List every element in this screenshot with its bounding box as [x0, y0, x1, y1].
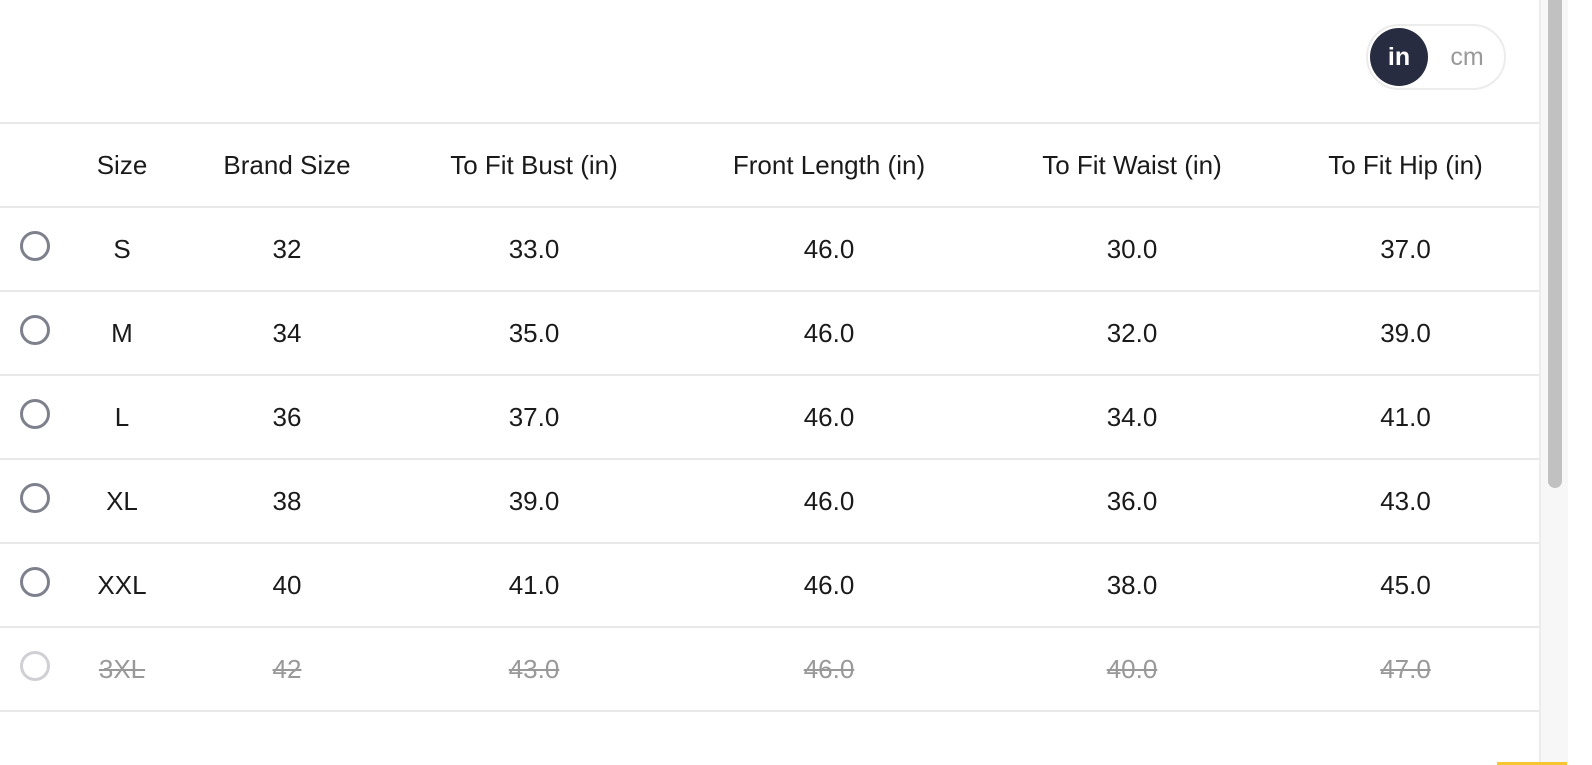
table-cell: M: [72, 290, 172, 375]
table-cell: 46.0: [666, 290, 992, 375]
size-row[interactable]: M 34 35.0 46.0 32.0 39.0: [0, 290, 1539, 375]
table-cell: L: [72, 374, 172, 459]
accent-bar: [1497, 762, 1567, 765]
radio-cell: [0, 626, 72, 712]
column-header: [0, 122, 72, 207]
table-cell: S: [72, 206, 172, 291]
column-header: To Fit Waist (in): [992, 122, 1272, 207]
table-cell: 34: [172, 290, 402, 375]
table-cell: 36: [172, 374, 402, 459]
radio-cell: [0, 542, 72, 627]
size-row[interactable]: L 36 37.0 46.0 34.0 41.0: [0, 374, 1539, 459]
table-cell: XL: [72, 458, 172, 543]
scrollbar-thumb[interactable]: [1548, 0, 1562, 488]
table-cell: 47.0: [1272, 626, 1539, 712]
column-header: Front Length (in): [666, 122, 992, 207]
table-cell: 37.0: [1272, 206, 1539, 291]
table-cell: 46.0: [666, 458, 992, 543]
radio-cell: [0, 374, 72, 459]
table-cell: 38.0: [992, 542, 1272, 627]
radio-cell: [0, 206, 72, 291]
column-header: To Fit Bust (in): [402, 122, 666, 207]
table-cell: 36.0: [992, 458, 1272, 543]
size-row[interactable]: 3XL 42 43.0 46.0 40.0 47.0: [0, 626, 1539, 712]
table-cell: 32.0: [992, 290, 1272, 375]
table-cell: 40: [172, 542, 402, 627]
size-radio[interactable]: [20, 231, 50, 261]
table-cell: 46.0: [666, 374, 992, 459]
radio-cell: [0, 290, 72, 375]
table-cell: 38: [172, 458, 402, 543]
radio-cell: [0, 458, 72, 543]
size-radio[interactable]: [20, 483, 50, 513]
table-cell: 3XL: [72, 626, 172, 712]
size-row[interactable]: XXL 40 41.0 46.0 38.0 45.0: [0, 542, 1539, 627]
column-header: Size: [72, 122, 172, 207]
size-chart-panel: in cm Size Brand Size To Fit Bust (in) Fron…: [0, 24, 1539, 712]
table-cell: 46.0: [666, 206, 992, 291]
table-header-row: Size Brand Size To Fit Bust (in) Front Leng…: [0, 122, 1539, 207]
size-radio[interactable]: [20, 651, 50, 681]
table-cell: 37.0: [402, 374, 666, 459]
unit-option-in[interactable]: in: [1370, 28, 1428, 86]
size-radio[interactable]: [20, 399, 50, 429]
column-header: To Fit Hip (in): [1272, 122, 1539, 207]
table-cell: 46.0: [666, 626, 992, 712]
column-header: Brand Size: [172, 122, 402, 207]
table-cell: 39.0: [1272, 290, 1539, 375]
size-table: Size Brand Size To Fit Bust (in) Front Leng…: [0, 122, 1539, 712]
size-radio[interactable]: [20, 315, 50, 345]
table-cell: 41.0: [1272, 374, 1539, 459]
table-cell: 39.0: [402, 458, 666, 543]
table-cell: 30.0: [992, 206, 1272, 291]
table-cell: 41.0: [402, 542, 666, 627]
table-cell: 34.0: [992, 374, 1272, 459]
table-cell: 35.0: [402, 290, 666, 375]
size-row[interactable]: XL 38 39.0 46.0 36.0 43.0: [0, 458, 1539, 543]
table-cell: 32: [172, 206, 402, 291]
size-row[interactable]: S 32 33.0 46.0 30.0 37.0: [0, 206, 1539, 291]
table-cell: 43.0: [402, 626, 666, 712]
table-cell: XXL: [72, 542, 172, 627]
table-cell: 40.0: [992, 626, 1272, 712]
table-cell: 45.0: [1272, 542, 1539, 627]
table-cell: 43.0: [1272, 458, 1539, 543]
unit-option-cm[interactable]: cm: [1450, 42, 1484, 71]
unit-toggle[interactable]: in cm: [1366, 24, 1506, 90]
table-cell: 42: [172, 626, 402, 712]
table-cell: 33.0: [402, 206, 666, 291]
size-radio[interactable]: [20, 567, 50, 597]
table-cell: 46.0: [666, 542, 992, 627]
